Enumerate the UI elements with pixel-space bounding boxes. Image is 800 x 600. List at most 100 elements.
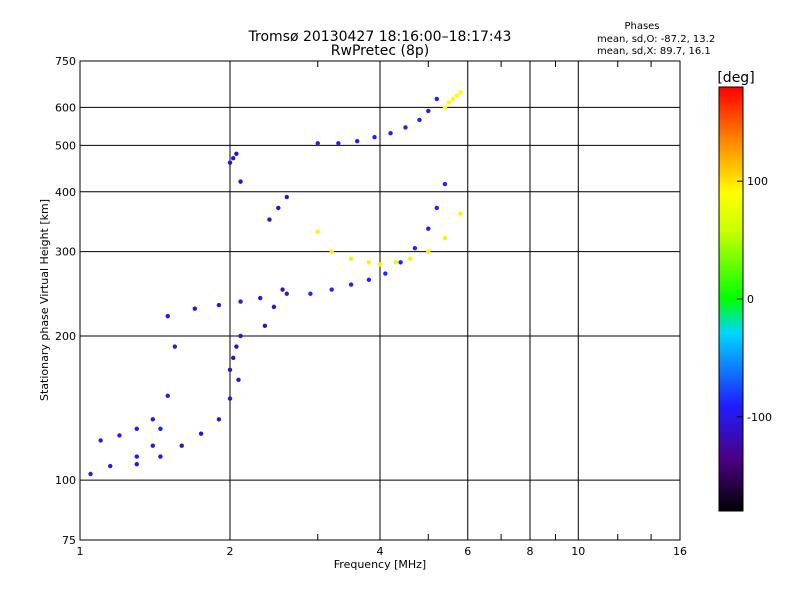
data-point [315, 141, 320, 146]
x-tick-label: 4 [377, 545, 384, 558]
data-point [98, 438, 103, 443]
data-point [426, 249, 431, 254]
data-point [267, 217, 272, 222]
data-point [231, 156, 236, 161]
data-point [236, 377, 241, 382]
phase-box-line2: mean, sd,X: 89.7, 16.1 [597, 46, 711, 57]
plot-area: 1 2 4 6 8 10 16 75 100 200 300 400 500 600 750 [55, 55, 687, 558]
data-point [165, 393, 170, 399]
x-tick-label: 6 [464, 545, 471, 558]
data-point [271, 304, 277, 310]
chart-title: Tromsø 20130427 18:16:00–18:17:43 [248, 29, 512, 45]
x-tick-label: 16 [673, 545, 687, 558]
data-point [398, 260, 403, 265]
data-point [179, 443, 184, 448]
colorbar-ticks: 100 0 -100 [737, 175, 772, 424]
data-point [227, 367, 233, 372]
data-point [442, 235, 448, 241]
y-tick-label: 600 [55, 101, 76, 114]
data-point [372, 134, 377, 140]
data-point [88, 471, 93, 477]
data-point [408, 256, 413, 261]
data-point [227, 160, 233, 165]
phase-box-line1: mean, sd,O: -87.2, 13.2 [597, 34, 715, 45]
data-point [393, 260, 398, 265]
data-point [426, 226, 431, 231]
data-point [238, 179, 243, 184]
data-point [329, 249, 334, 254]
data-point [165, 313, 170, 319]
x-axis-label: Frequency [MHz] [334, 558, 426, 571]
data-point [150, 417, 156, 422]
data-point [458, 211, 463, 216]
phase-box-title: Phases [624, 21, 659, 32]
data-point [442, 181, 448, 187]
data-point [434, 96, 439, 102]
data-point [258, 295, 263, 301]
x-tick-label: 1 [77, 545, 84, 558]
data-point [158, 454, 163, 459]
data-point [442, 105, 448, 110]
data-point [172, 344, 178, 349]
y-tick-label: 100 [55, 474, 76, 487]
data-point [329, 287, 334, 292]
data-point [134, 454, 139, 459]
data-point [134, 461, 139, 467]
data-point [158, 426, 163, 432]
data-point [434, 205, 439, 211]
data-point [231, 355, 236, 361]
data-point [216, 302, 222, 308]
y-tick-label: 400 [55, 186, 76, 199]
data-point [458, 90, 463, 95]
data-point [216, 417, 222, 422]
data-point [192, 306, 198, 311]
data-point [198, 431, 204, 436]
data-point [348, 282, 354, 287]
data-point [150, 443, 156, 448]
data-point [117, 433, 122, 438]
colorbar-tick-label: 0 [747, 293, 754, 306]
y-tick-label: 300 [55, 246, 76, 259]
data-point [348, 256, 354, 261]
data-point [383, 271, 388, 276]
colorbar-tick-label: 100 [747, 175, 768, 188]
x-tick-label: 2 [227, 545, 234, 558]
y-tick-label: 200 [55, 330, 76, 343]
data-point [280, 287, 285, 292]
data-point [354, 139, 360, 144]
data-point [108, 463, 113, 469]
data-point [417, 117, 422, 123]
data-point [388, 131, 393, 136]
data-point [366, 260, 372, 265]
y-axis-label: Stationary phase Virtual Height [km] [38, 199, 51, 401]
data-point [276, 205, 281, 211]
data-point [238, 299, 243, 304]
data-point [454, 93, 459, 98]
data-point [450, 96, 456, 102]
y-tick-label: 75 [62, 534, 76, 547]
y-tick-label: 750 [55, 55, 76, 68]
chart-subtitle: RwPretec (8p) [331, 43, 429, 59]
colorbar-label: [deg] [717, 70, 754, 86]
data-point [446, 100, 452, 105]
data-point [426, 108, 431, 114]
data-point [308, 291, 313, 296]
data-point [336, 141, 341, 146]
data-point [227, 396, 233, 401]
y-tick-label: 500 [55, 139, 76, 152]
data-point [284, 291, 289, 296]
data-point [315, 229, 320, 234]
data-point [234, 344, 239, 349]
data-point [412, 245, 418, 251]
data-point [234, 151, 239, 157]
data-point [238, 333, 243, 339]
data-point [377, 262, 383, 267]
data-points [88, 90, 463, 477]
x-tick-label: 8 [527, 545, 534, 558]
data-point [134, 426, 139, 432]
colorbar-tick-label: -100 [747, 411, 772, 424]
x-tick-label: 10 [571, 545, 585, 558]
data-point [366, 277, 372, 282]
data-point [284, 194, 289, 200]
